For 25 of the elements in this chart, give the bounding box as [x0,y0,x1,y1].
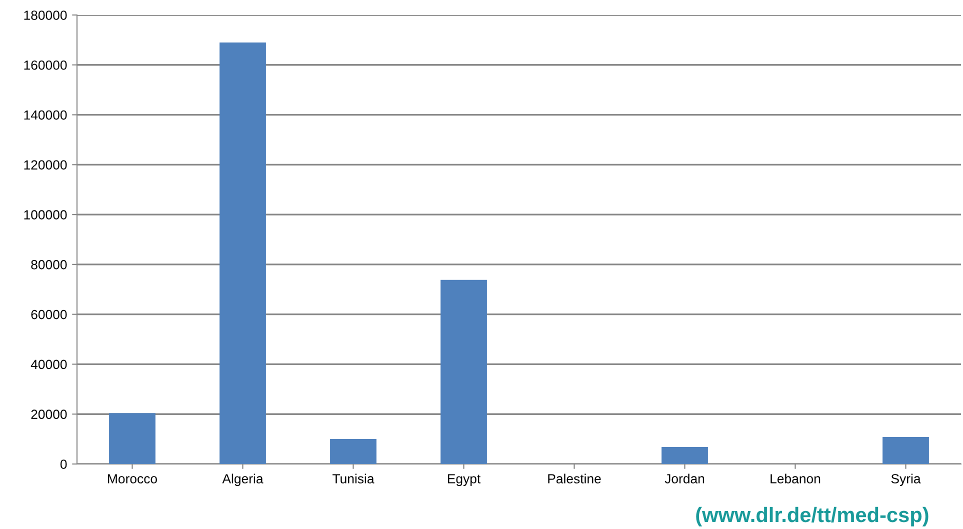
bar [109,413,156,464]
text: (www.dlr.de/tt/med-csp) [696,506,928,526]
bar [220,42,266,464]
bar [440,280,487,464]
x-tick-label: Syria [891,474,921,486]
x-tick-label: Palestine [548,474,601,484]
x-tick-label: Morocco [108,474,157,484]
x-tick-label: Lebanon [770,474,820,484]
y-tick-label: 0 [60,460,67,469]
bar [882,437,929,464]
x-tick-label: Tunisia [332,474,374,484]
bar [330,439,376,464]
y-tick-label: 40000 [30,360,67,370]
y-tick-label: 60000 [31,310,67,320]
y-tick-label: 80000 [31,260,67,270]
x-tick-label: Algeria [222,474,264,486]
y-tick-label: 100000 [24,210,67,220]
y-tick-label: 20000 [31,410,67,420]
y-tick-label: 160000 [24,60,67,70]
y-tick-label: 140000 [24,110,67,120]
y-tick-label: 180000 [24,10,67,20]
x-tick-label: Jordan [664,474,704,484]
x-tick-label: Egypt [448,474,481,486]
bar [662,447,708,464]
y-tick-label: 120000 [24,160,67,170]
